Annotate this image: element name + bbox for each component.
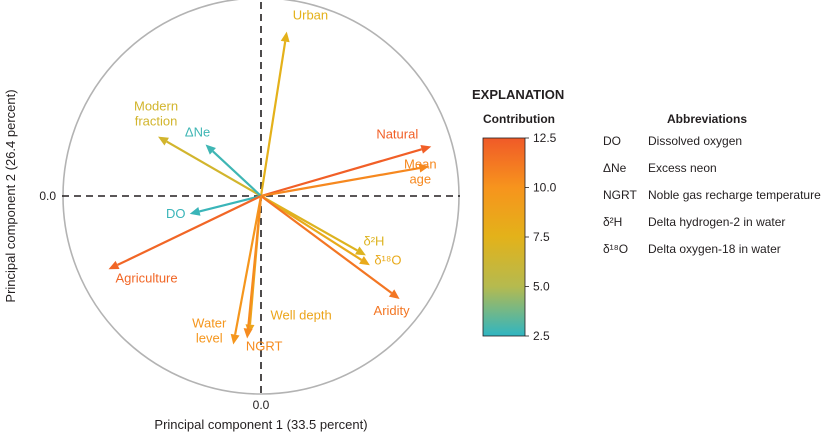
abbreviation-row: NGRT Noble gas recharge temperature <box>603 188 821 202</box>
abbreviation-row: δ¹⁸O Delta oxygen-18 in water <box>603 242 781 256</box>
vector-arrowhead <box>189 207 201 216</box>
colorbar-tick-label: 7.5 <box>533 230 550 244</box>
vector-label: NGRT <box>246 339 283 354</box>
vector-3 <box>260 144 432 198</box>
y-axis-title: Principal component 2 (26.4 percent) <box>3 89 18 302</box>
vector-label: ΔNe <box>185 125 210 140</box>
abbreviation-description: Excess neon <box>648 161 717 175</box>
vector-8 <box>260 195 370 266</box>
vector-shaft <box>260 195 363 261</box>
abbreviation-row: δ²H Delta hydrogen-2 in water <box>603 215 785 229</box>
vector-arrowhead <box>205 144 216 155</box>
abbreviation-description: Delta oxygen-18 in water <box>648 242 781 256</box>
explanation: EXPLANATION Contribution 12.5 10.0 7.5 5.0 2… <box>472 87 564 343</box>
vector-shaft <box>260 166 420 198</box>
vector-label: Modern fraction <box>134 99 178 129</box>
vector-0 <box>259 31 290 197</box>
vector-shaft <box>166 140 262 197</box>
vector-arrowhead <box>355 246 366 256</box>
vector-label: Aridity <box>374 303 411 318</box>
vector-6 <box>108 195 262 270</box>
vector-shaft <box>234 195 263 335</box>
abbreviation-row: ΔNe Excess neon <box>603 161 717 175</box>
vector-5 <box>189 194 262 216</box>
vector-label: Well depth <box>271 308 332 323</box>
abbreviations-title: Abbreviations <box>667 112 747 126</box>
vector-arrowhead <box>243 328 253 339</box>
vector-4 <box>260 163 430 198</box>
vector-arrowhead <box>388 289 400 299</box>
vector-shaft <box>247 195 263 329</box>
abbreviation-code: ΔNe <box>603 161 627 175</box>
vector-label: Natural <box>376 127 418 142</box>
abbreviation-description: Dissolved oxygen <box>648 134 742 148</box>
vector-label: Mean age <box>404 156 437 186</box>
y-zero-tick-label: 0.0 <box>39 189 56 203</box>
vector-9 <box>260 195 400 299</box>
abbreviation-row: DO Dissolved oxygen <box>603 134 742 148</box>
colorbar-tick-label: 2.5 <box>533 329 550 343</box>
vector-layer <box>108 31 432 345</box>
colorbar <box>482 137 526 337</box>
vector-1 <box>158 136 262 197</box>
abbreviation-code: δ²H <box>603 215 622 229</box>
colorbar-ticks: 12.5 10.0 7.5 5.0 2.5 <box>525 131 557 343</box>
vector-2 <box>205 144 262 197</box>
explanation-title: EXPLANATION <box>472 87 564 102</box>
vector-10 <box>230 195 263 345</box>
vector-arrowhead <box>230 333 240 345</box>
abbreviation-code: DO <box>603 134 621 148</box>
vector-label: δ¹⁸O <box>374 252 401 267</box>
vector-label: δ²H <box>363 233 384 248</box>
vector-arrowhead <box>108 260 120 270</box>
vector-arrowhead <box>418 163 430 173</box>
plot-area: Urban Modern fraction ΔNe Natural Mean age DO Ag… <box>62 0 460 395</box>
vector-label: Urban <box>293 8 328 23</box>
vector-shaft <box>199 194 262 213</box>
abbreviation-code: NGRT <box>603 188 637 202</box>
colorbar-tick-label: 10.0 <box>533 181 557 195</box>
abbreviations-rows: DO Dissolved oxygen ΔNe Excess neon NGRT Nobl… <box>603 134 821 256</box>
abbreviations-table: Abbreviations DO Dissolved oxygen ΔNe Exces… <box>603 112 821 256</box>
vector-12 <box>243 195 263 339</box>
vector-label-layer: Urban Modern fraction ΔNe Natural Mean age DO Ag… <box>115 8 436 354</box>
vector-shaft <box>260 195 393 294</box>
vector-arrowhead <box>420 144 432 154</box>
x-zero-tick-label: 0.0 <box>253 398 270 412</box>
vector-shaft <box>260 148 422 198</box>
abbreviation-description: Noble gas recharge temperature <box>648 188 821 202</box>
vector-shaft <box>212 150 262 197</box>
abbreviation-description: Delta hydrogen-2 in water <box>648 215 785 229</box>
vector-arrowhead <box>359 256 370 266</box>
colorbar-tick-label: 12.5 <box>533 131 557 145</box>
vector-label: Agriculture <box>115 270 177 285</box>
vector-shaft <box>259 41 287 197</box>
vector-arrowhead <box>158 136 169 146</box>
vector-arrowhead <box>280 31 290 43</box>
vector-label: Water level <box>192 316 227 346</box>
vector-shaft <box>117 195 262 266</box>
x-axis-title: Principal component 1 (33.5 percent) <box>154 417 367 432</box>
colorbar-title: Contribution <box>483 112 555 126</box>
abbreviation-code: δ¹⁸O <box>603 242 628 256</box>
vector-label: DO <box>166 206 186 221</box>
colorbar-tick-label: 5.0 <box>533 280 550 294</box>
